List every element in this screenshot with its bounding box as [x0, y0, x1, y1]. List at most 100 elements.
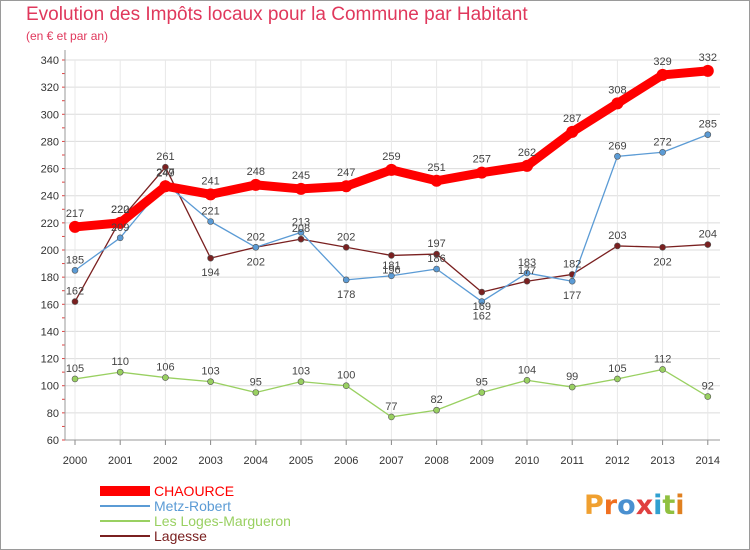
x-tick-label: 2013: [650, 455, 674, 467]
data-label: 103: [201, 366, 219, 378]
data-point: [659, 366, 666, 373]
data-label: 194: [201, 267, 219, 279]
data-point: [704, 241, 712, 248]
proxiti-logo: Proxiti: [584, 490, 685, 521]
data-label: 77: [385, 401, 397, 413]
data-label: 257: [473, 154, 491, 166]
y-tick-label: 320: [41, 82, 59, 94]
legend-swatch: [100, 520, 150, 522]
x-tick-label: 2001: [108, 455, 132, 467]
data-label: 262: [518, 147, 536, 159]
legend-swatch: [100, 486, 150, 496]
data-label: 95: [476, 377, 488, 389]
data-point: [71, 298, 79, 305]
y-tick-label: 240: [41, 191, 59, 203]
x-tick-label: 2006: [334, 455, 358, 467]
data-label: 181: [382, 260, 400, 272]
data-label: 204: [699, 229, 717, 241]
data-label: 105: [608, 363, 626, 375]
data-label: 202: [247, 256, 265, 268]
logo-letter: P: [584, 490, 604, 521]
logo-letter: o: [617, 490, 636, 521]
x-tick-label: 2004: [244, 455, 268, 467]
legend-label: Les Loges-Margueron: [154, 513, 291, 529]
data-label: 251: [427, 162, 445, 174]
y-tick-label: 200: [41, 245, 59, 257]
y-tick-label: 300: [41, 109, 59, 121]
y-tick-label: 280: [41, 136, 59, 148]
data-point: [204, 188, 217, 201]
y-tick-label: 260: [41, 164, 59, 176]
x-tick-label: 2008: [424, 455, 448, 467]
data-point: [207, 378, 214, 385]
legend-label: CHAOURCE: [154, 483, 235, 499]
data-point: [297, 235, 305, 243]
data-label: 106: [156, 362, 174, 374]
data-point: [659, 148, 666, 156]
data-label: 162: [473, 311, 491, 323]
data-label: 248: [247, 166, 265, 178]
data-point: [433, 250, 440, 258]
data-label: 99: [566, 371, 578, 383]
data-label: 196: [382, 264, 400, 276]
x-tick-label: 2009: [470, 455, 494, 467]
data-label: 182: [563, 258, 581, 270]
data-label: 222: [111, 204, 129, 216]
data-point: [523, 277, 531, 285]
data-label: 261: [156, 151, 174, 163]
data-point: [207, 218, 214, 225]
data-point: [659, 243, 666, 251]
y-tick-label: 140: [41, 326, 59, 338]
legend-swatch: [100, 535, 150, 537]
y-tick-label: 100: [41, 381, 59, 393]
data-label: 221: [201, 206, 219, 218]
data-point: [159, 180, 172, 193]
logo-letter: t: [662, 490, 676, 521]
data-point: [295, 182, 307, 195]
data-point: [340, 180, 353, 193]
data-label: 259: [382, 151, 400, 163]
data-point: [162, 374, 169, 381]
chart-subtitle: (en € et par an): [26, 29, 109, 43]
y-tick-label: 180: [41, 272, 59, 284]
legend-label: Lagesse: [154, 528, 207, 544]
x-tick-label: 2014: [696, 455, 720, 467]
data-point: [521, 159, 533, 172]
data-label: 197: [427, 238, 445, 250]
y-tick-label: 340: [41, 55, 59, 67]
data-label: 202: [653, 256, 671, 268]
data-label: 208: [292, 223, 310, 235]
data-label: 178: [337, 289, 355, 301]
data-label: 213: [292, 216, 310, 228]
data-point: [342, 276, 350, 284]
data-point: [116, 368, 124, 376]
logo-letter: r: [603, 490, 618, 521]
data-point: [385, 163, 398, 176]
x-tick-label: 2003: [198, 455, 222, 467]
data-point: [478, 298, 486, 305]
data-point: [69, 220, 81, 233]
data-label: 82: [430, 394, 442, 406]
data-label: 186: [427, 253, 445, 265]
data-point: [611, 97, 624, 110]
data-point: [475, 166, 488, 179]
x-tick-label: 2005: [289, 455, 313, 467]
x-tick-label: 2000: [63, 455, 87, 467]
data-point: [704, 131, 712, 138]
chart-title: Evolution des Impôts locaux pour la Comm…: [26, 4, 528, 25]
data-label: 269: [608, 140, 626, 152]
data-point: [566, 125, 579, 138]
axis-layer: 60 80 100 120 140 160 180 200 220 240 260 280 300 320…: [41, 50, 720, 467]
data-label: 162: [66, 286, 84, 298]
data-label: 185: [66, 254, 84, 266]
data-point: [249, 178, 262, 191]
data-label: 202: [337, 231, 355, 243]
data-point: [297, 378, 305, 385]
x-tick-label: 2010: [515, 455, 539, 467]
x-tick-label: 2002: [153, 455, 177, 467]
y-tick-label: 60: [47, 435, 59, 447]
data-point: [252, 243, 260, 251]
data-point: [433, 406, 440, 414]
data-point: [656, 68, 669, 81]
